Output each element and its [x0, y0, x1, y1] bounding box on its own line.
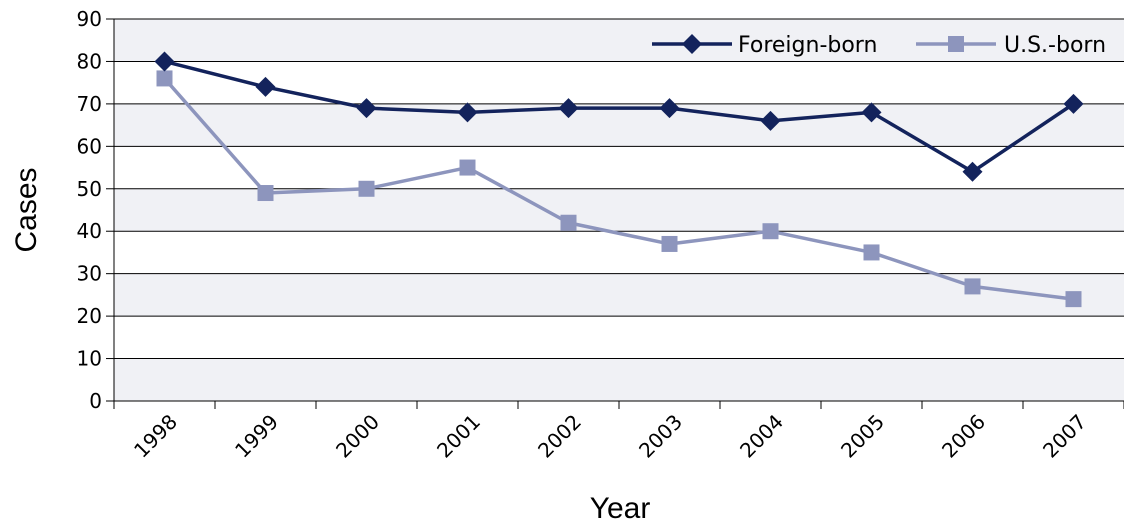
data-point: [156, 70, 173, 87]
y-axis-ticks: 0 10 20 30 40 50 60 70 80 90: [77, 7, 114, 413]
plot-band: [114, 103, 1124, 147]
data-point: [257, 185, 274, 202]
data-point: [861, 102, 882, 123]
data-point: [356, 98, 377, 119]
data-point: [964, 278, 981, 295]
y-tick-label: 10: [77, 347, 102, 371]
x-tick-label: 1999: [230, 410, 283, 463]
plot-bands: [114, 19, 1124, 401]
data-point: [1063, 93, 1084, 114]
plot-band: [114, 188, 1124, 232]
legend-label: Foreign-born: [738, 33, 877, 58]
data-point: [457, 102, 478, 123]
data-point: [1065, 291, 1082, 308]
data-point: [661, 235, 678, 252]
data-point: [459, 159, 476, 176]
legend: Foreign-born U.S.-born: [652, 33, 1106, 58]
y-tick-label: 70: [77, 92, 102, 116]
data-point: [760, 110, 781, 131]
data-point: [358, 180, 375, 197]
series-line: [163, 77, 1074, 301]
series-group: [154, 51, 1084, 308]
data-point: [560, 214, 577, 231]
x-tick-label: 2006: [937, 410, 990, 463]
y-tick-label: 60: [77, 134, 102, 158]
data-point: [962, 161, 983, 182]
legend-marker: [682, 34, 702, 54]
y-tick-label: 30: [77, 262, 102, 286]
y-tick-label: 80: [77, 49, 102, 73]
x-tick-label: 2000: [331, 410, 384, 463]
x-axis-title: Year: [590, 492, 651, 525]
y-axis-title: Cases: [10, 167, 43, 252]
x-tick-label: 2004: [735, 410, 788, 463]
data-point: [558, 98, 579, 119]
x-tick-label: 2007: [1038, 410, 1091, 463]
y-tick-label: 20: [77, 304, 102, 328]
data-point: [659, 98, 680, 119]
x-tick-label: 2003: [634, 410, 687, 463]
y-tick-label: 50: [77, 177, 102, 201]
plot-band: [114, 19, 1124, 62]
data-point: [863, 244, 880, 261]
data-point: [255, 76, 276, 97]
legend-marker: [948, 36, 964, 52]
gridlines: [114, 18, 1124, 360]
data-point: [762, 223, 779, 240]
x-tick-label: 1998: [129, 410, 182, 463]
y-tick-label: 0: [89, 389, 102, 413]
y-tick-label: 40: [77, 219, 102, 243]
plot-band: [114, 358, 1124, 401]
x-tick-label: 2005: [836, 410, 889, 463]
y-tick-label: 90: [77, 7, 102, 31]
data-point: [154, 51, 175, 72]
series-line: [164, 59, 1075, 174]
x-axis-ticks: 1998 1999 2000 2001 2002 2003 2004 2005 2006 2007: [113, 401, 1124, 463]
x-tick-label: 2001: [432, 410, 485, 463]
x-tick-label: 2002: [533, 410, 586, 463]
legend-label: U.S.-born: [1004, 33, 1106, 58]
